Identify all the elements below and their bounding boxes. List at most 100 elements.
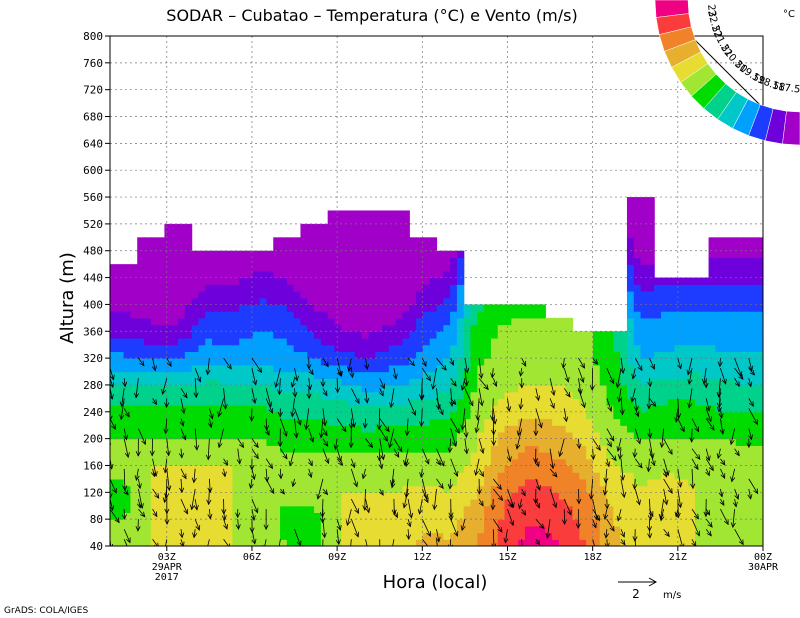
wind-arrowhead	[208, 413, 214, 420]
field-cell	[436, 411, 444, 420]
wind-arrowhead	[163, 467, 169, 474]
field-cell	[314, 291, 322, 299]
field-cell	[524, 485, 533, 493]
field-cell	[354, 217, 363, 225]
field-cell	[708, 237, 716, 245]
field-cell	[511, 532, 519, 540]
wind-arrowhead	[453, 471, 459, 477]
field-cell	[640, 452, 648, 460]
wind-arrowhead	[402, 502, 408, 509]
field-cell	[599, 337, 608, 346]
field-cell	[409, 311, 417, 319]
field-cell	[443, 284, 451, 292]
field-cell	[137, 311, 145, 319]
field-cell	[314, 277, 322, 285]
field-cell	[647, 512, 655, 520]
wind-arrowhead	[293, 432, 299, 439]
field-cell	[382, 257, 390, 265]
field-cell	[320, 324, 329, 332]
field-cell	[708, 304, 716, 312]
field-cell	[212, 311, 220, 319]
wind-arrowhead	[193, 504, 199, 511]
field-cell	[225, 284, 234, 292]
field-cell	[565, 364, 574, 373]
wind-arrowhead	[693, 464, 699, 471]
field-cell	[572, 344, 580, 352]
field-cell	[341, 304, 349, 312]
field-cell	[212, 465, 220, 473]
wind-arrowhead	[633, 406, 639, 412]
field-cell	[320, 264, 329, 272]
field-cell	[252, 344, 261, 352]
field-cell	[416, 297, 424, 306]
field-cell	[354, 445, 363, 453]
field-cell	[626, 452, 635, 460]
wind-vector	[507, 498, 513, 508]
field-cell	[266, 411, 274, 420]
field-cell	[314, 512, 322, 520]
wind-vector	[450, 458, 458, 477]
field-cell	[422, 398, 431, 406]
field-cell	[470, 317, 478, 326]
field-cell	[191, 398, 200, 406]
field-cell	[484, 351, 492, 359]
wind-vector	[677, 488, 682, 508]
field-cell	[545, 371, 553, 379]
field-cell	[123, 505, 131, 514]
field-cell	[178, 244, 186, 252]
field-cell	[660, 485, 669, 493]
field-cell	[266, 519, 274, 527]
field-cell	[409, 237, 417, 245]
field-cell	[674, 364, 682, 373]
field-cell	[450, 351, 458, 359]
field-cell	[545, 398, 553, 406]
field-cell	[722, 425, 730, 433]
field-cell	[361, 284, 370, 292]
wind-arrowhead	[152, 471, 158, 478]
wind-vector	[392, 539, 395, 546]
field-cell	[164, 438, 172, 446]
field-cell	[416, 472, 424, 480]
field-cell	[184, 270, 193, 279]
wind-arrowhead	[637, 462, 643, 469]
field-cell	[599, 438, 608, 446]
field-cell	[531, 324, 540, 332]
field-cell	[626, 304, 635, 312]
field-cell	[715, 411, 723, 420]
field-cell	[137, 277, 145, 285]
field-cell	[198, 324, 206, 332]
field-cell	[409, 337, 417, 346]
field-cell	[443, 519, 451, 527]
wind-vector	[605, 529, 608, 538]
field-cell	[341, 311, 349, 319]
field-cell	[402, 291, 410, 299]
wind-arrowhead	[675, 512, 681, 519]
field-cell	[694, 418, 703, 426]
wind-arrowhead	[110, 463, 114, 470]
field-cell	[116, 311, 125, 319]
field-cell	[307, 532, 315, 540]
field-cell	[259, 405, 268, 413]
field-cell	[565, 492, 574, 500]
field-cell	[314, 223, 322, 232]
field-cell	[613, 458, 621, 467]
field-cell	[456, 505, 465, 514]
field-cell	[184, 525, 193, 534]
field-cell	[171, 391, 179, 399]
field-cell	[348, 478, 356, 487]
field-cell	[110, 351, 118, 359]
field-cell	[409, 445, 417, 453]
field-cell	[273, 418, 281, 426]
field-cell	[402, 411, 410, 420]
wind-vector	[279, 468, 282, 479]
field-cell	[654, 438, 662, 446]
field-cell	[538, 317, 546, 326]
field-cell	[504, 391, 512, 399]
field-cell	[361, 398, 370, 406]
field-cell	[586, 384, 594, 393]
field-cell	[293, 344, 302, 352]
field-cell	[497, 364, 506, 373]
field-cell	[667, 398, 676, 406]
field-cell	[524, 519, 533, 527]
field-cell	[749, 539, 757, 546]
